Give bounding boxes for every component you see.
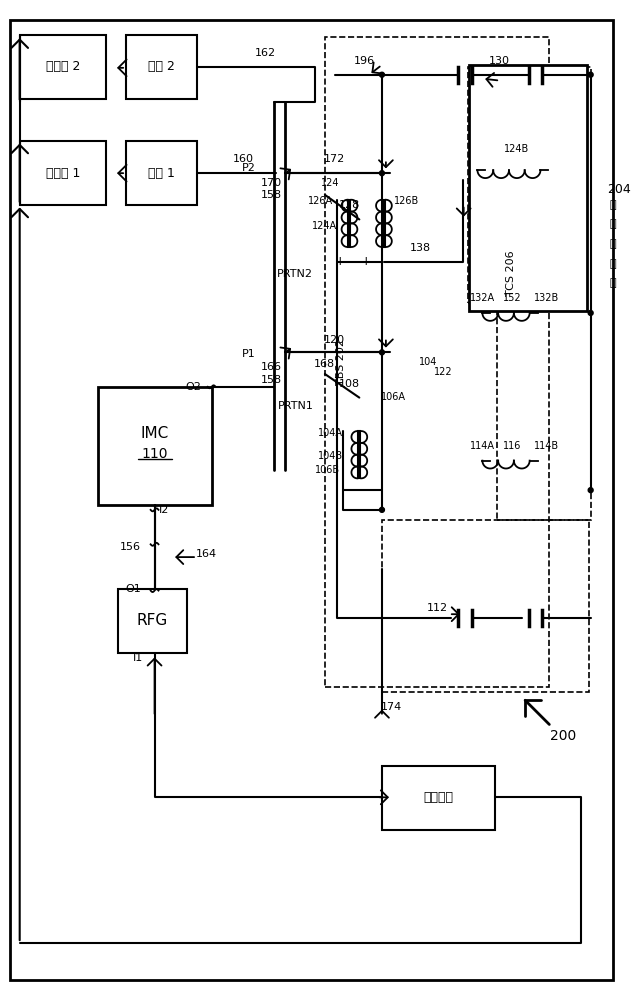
- Text: 128: 128: [339, 200, 360, 210]
- Text: +: +: [334, 255, 345, 268]
- Text: 驱动器 2: 驱动器 2: [46, 60, 80, 73]
- Bar: [99, 387, 211, 505]
- Text: P1: P1: [242, 349, 256, 359]
- Text: 172: 172: [324, 154, 346, 164]
- Text: 108: 108: [339, 379, 360, 389]
- Text: 124A: 124A: [311, 221, 337, 231]
- Bar: [325, 37, 549, 687]
- Text: 等: 等: [609, 200, 616, 210]
- Circle shape: [588, 72, 593, 77]
- Text: 158: 158: [261, 375, 282, 385]
- Text: 132B: 132B: [534, 293, 559, 303]
- Text: TBS 202: TBS 202: [335, 339, 346, 385]
- Text: 110: 110: [141, 447, 168, 461]
- Text: PRTN1: PRTN1: [277, 401, 313, 411]
- Text: IMC: IMC: [141, 426, 168, 441]
- Bar: [126, 35, 197, 99]
- Text: 马达 1: 马达 1: [148, 167, 175, 180]
- Text: 离: 离: [609, 219, 616, 229]
- Text: 200: 200: [550, 729, 576, 743]
- Circle shape: [588, 310, 593, 315]
- Text: 104B: 104B: [318, 451, 342, 461]
- Text: 130: 130: [489, 56, 510, 66]
- Text: 室: 室: [609, 278, 616, 288]
- Text: 子: 子: [609, 239, 616, 249]
- Text: 138: 138: [410, 243, 431, 253]
- Text: I2: I2: [160, 505, 170, 515]
- Circle shape: [380, 350, 384, 355]
- Text: O1: O1: [125, 584, 141, 594]
- Text: 196: 196: [354, 56, 375, 66]
- Text: 166: 166: [261, 362, 282, 372]
- Circle shape: [380, 171, 384, 176]
- Text: 体: 体: [609, 259, 616, 269]
- Text: 104A: 104A: [318, 428, 342, 438]
- Text: 170: 170: [261, 178, 282, 188]
- Bar: [382, 520, 589, 692]
- Text: RFG: RFG: [137, 613, 168, 628]
- Text: 106B: 106B: [315, 465, 340, 475]
- Text: P2: P2: [242, 163, 256, 173]
- Text: 112: 112: [427, 603, 448, 613]
- Text: 104: 104: [419, 357, 437, 367]
- Text: 126B: 126B: [394, 196, 419, 206]
- Text: 主计算机: 主计算机: [423, 791, 453, 804]
- Circle shape: [380, 72, 384, 77]
- Text: 124: 124: [320, 178, 339, 188]
- Text: 174: 174: [381, 702, 403, 712]
- Bar: [126, 141, 197, 205]
- Text: 204: 204: [608, 183, 631, 196]
- Text: 162: 162: [255, 48, 277, 58]
- Text: 132A: 132A: [470, 293, 495, 303]
- Bar: [468, 67, 586, 303]
- Bar: [497, 67, 591, 520]
- Text: 168: 168: [315, 359, 335, 369]
- Text: I1: I1: [132, 653, 143, 663]
- Text: 114A: 114A: [470, 441, 495, 451]
- Bar: [382, 766, 495, 830]
- Text: 驱动器 1: 驱动器 1: [46, 167, 80, 180]
- Text: 马达 2: 马达 2: [148, 60, 175, 73]
- Text: 124B: 124B: [505, 144, 529, 154]
- Text: 158: 158: [261, 190, 282, 200]
- Text: TCS 206: TCS 206: [506, 251, 516, 296]
- Text: 116: 116: [503, 441, 521, 451]
- Text: 152: 152: [503, 293, 521, 303]
- Circle shape: [588, 488, 593, 493]
- Bar: [20, 35, 106, 99]
- Text: +: +: [361, 255, 372, 268]
- Text: O2: O2: [185, 382, 201, 392]
- Text: 122: 122: [434, 367, 453, 377]
- Text: 126A: 126A: [308, 196, 333, 206]
- Text: 160: 160: [233, 154, 254, 164]
- Text: 106A: 106A: [381, 392, 406, 402]
- Text: 114B: 114B: [534, 441, 559, 451]
- Text: 156: 156: [120, 542, 141, 552]
- Text: 164: 164: [196, 549, 217, 559]
- Text: PRTN2: PRTN2: [277, 269, 313, 279]
- Bar: [468, 65, 587, 311]
- Bar: [20, 141, 106, 205]
- Text: 120: 120: [324, 335, 345, 345]
- Circle shape: [380, 507, 384, 512]
- Bar: [118, 589, 187, 653]
